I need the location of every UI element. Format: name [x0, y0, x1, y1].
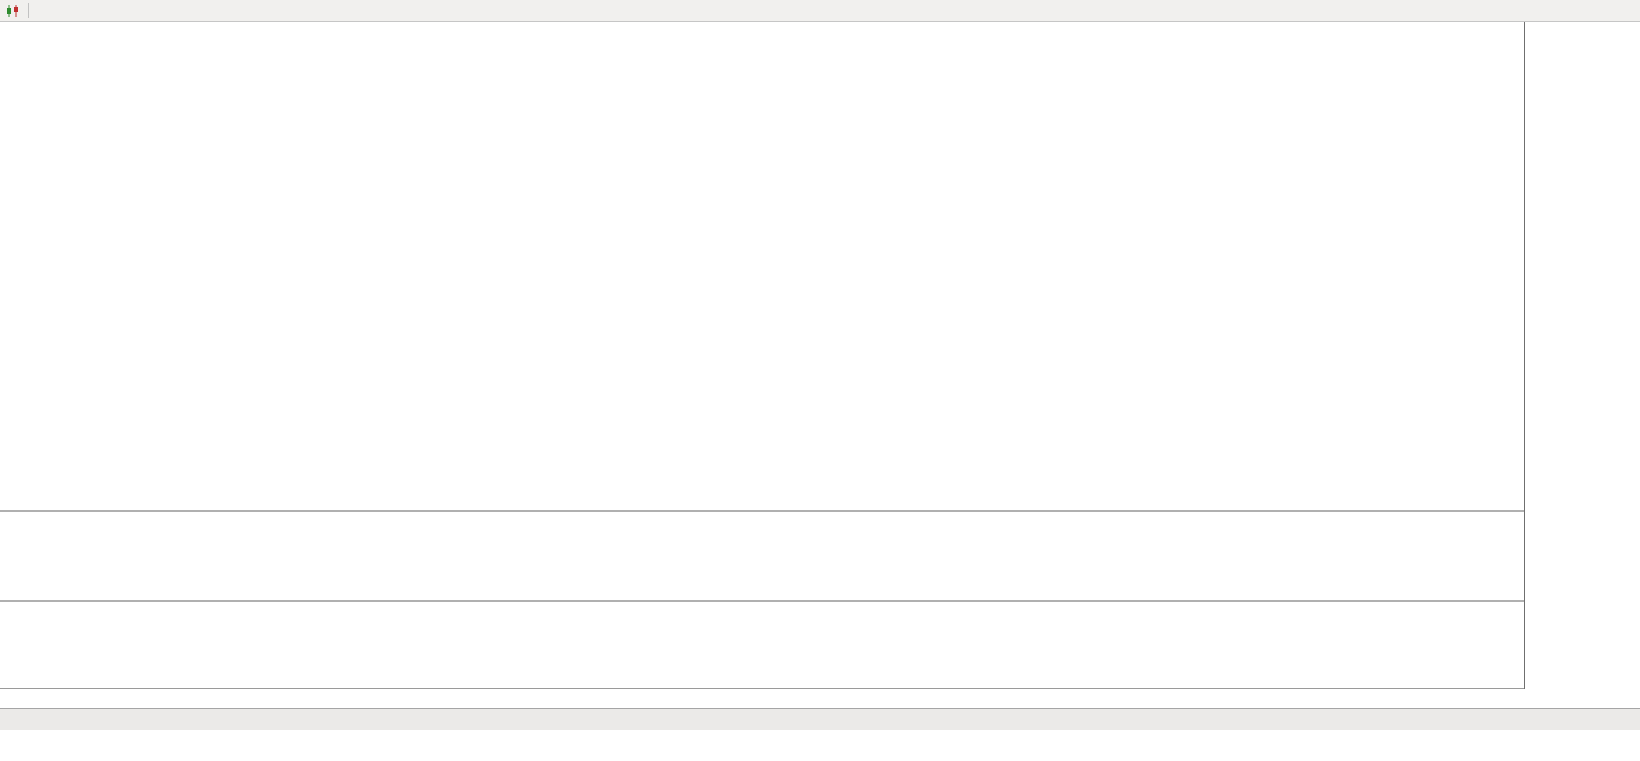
chart-title — [7, 30, 11, 41]
toolbar — [0, 0, 1640, 22]
macd-panel-canvas[interactable] — [0, 602, 1524, 688]
price-axis[interactable] — [1524, 22, 1640, 689]
rsi-panel-canvas[interactable] — [0, 512, 1524, 600]
panel-resize-handle[interactable] — [0, 510, 1640, 512]
time-axis[interactable] — [0, 689, 1640, 708]
chart-type-icon[interactable] — [5, 4, 21, 18]
chart-tab-bar — [0, 708, 1640, 730]
toolbar-separator — [28, 3, 29, 18]
chart-bottom-border — [0, 688, 1640, 689]
main-chart-canvas[interactable] — [0, 28, 1524, 510]
panel-resize-handle[interactable] — [0, 600, 1640, 602]
